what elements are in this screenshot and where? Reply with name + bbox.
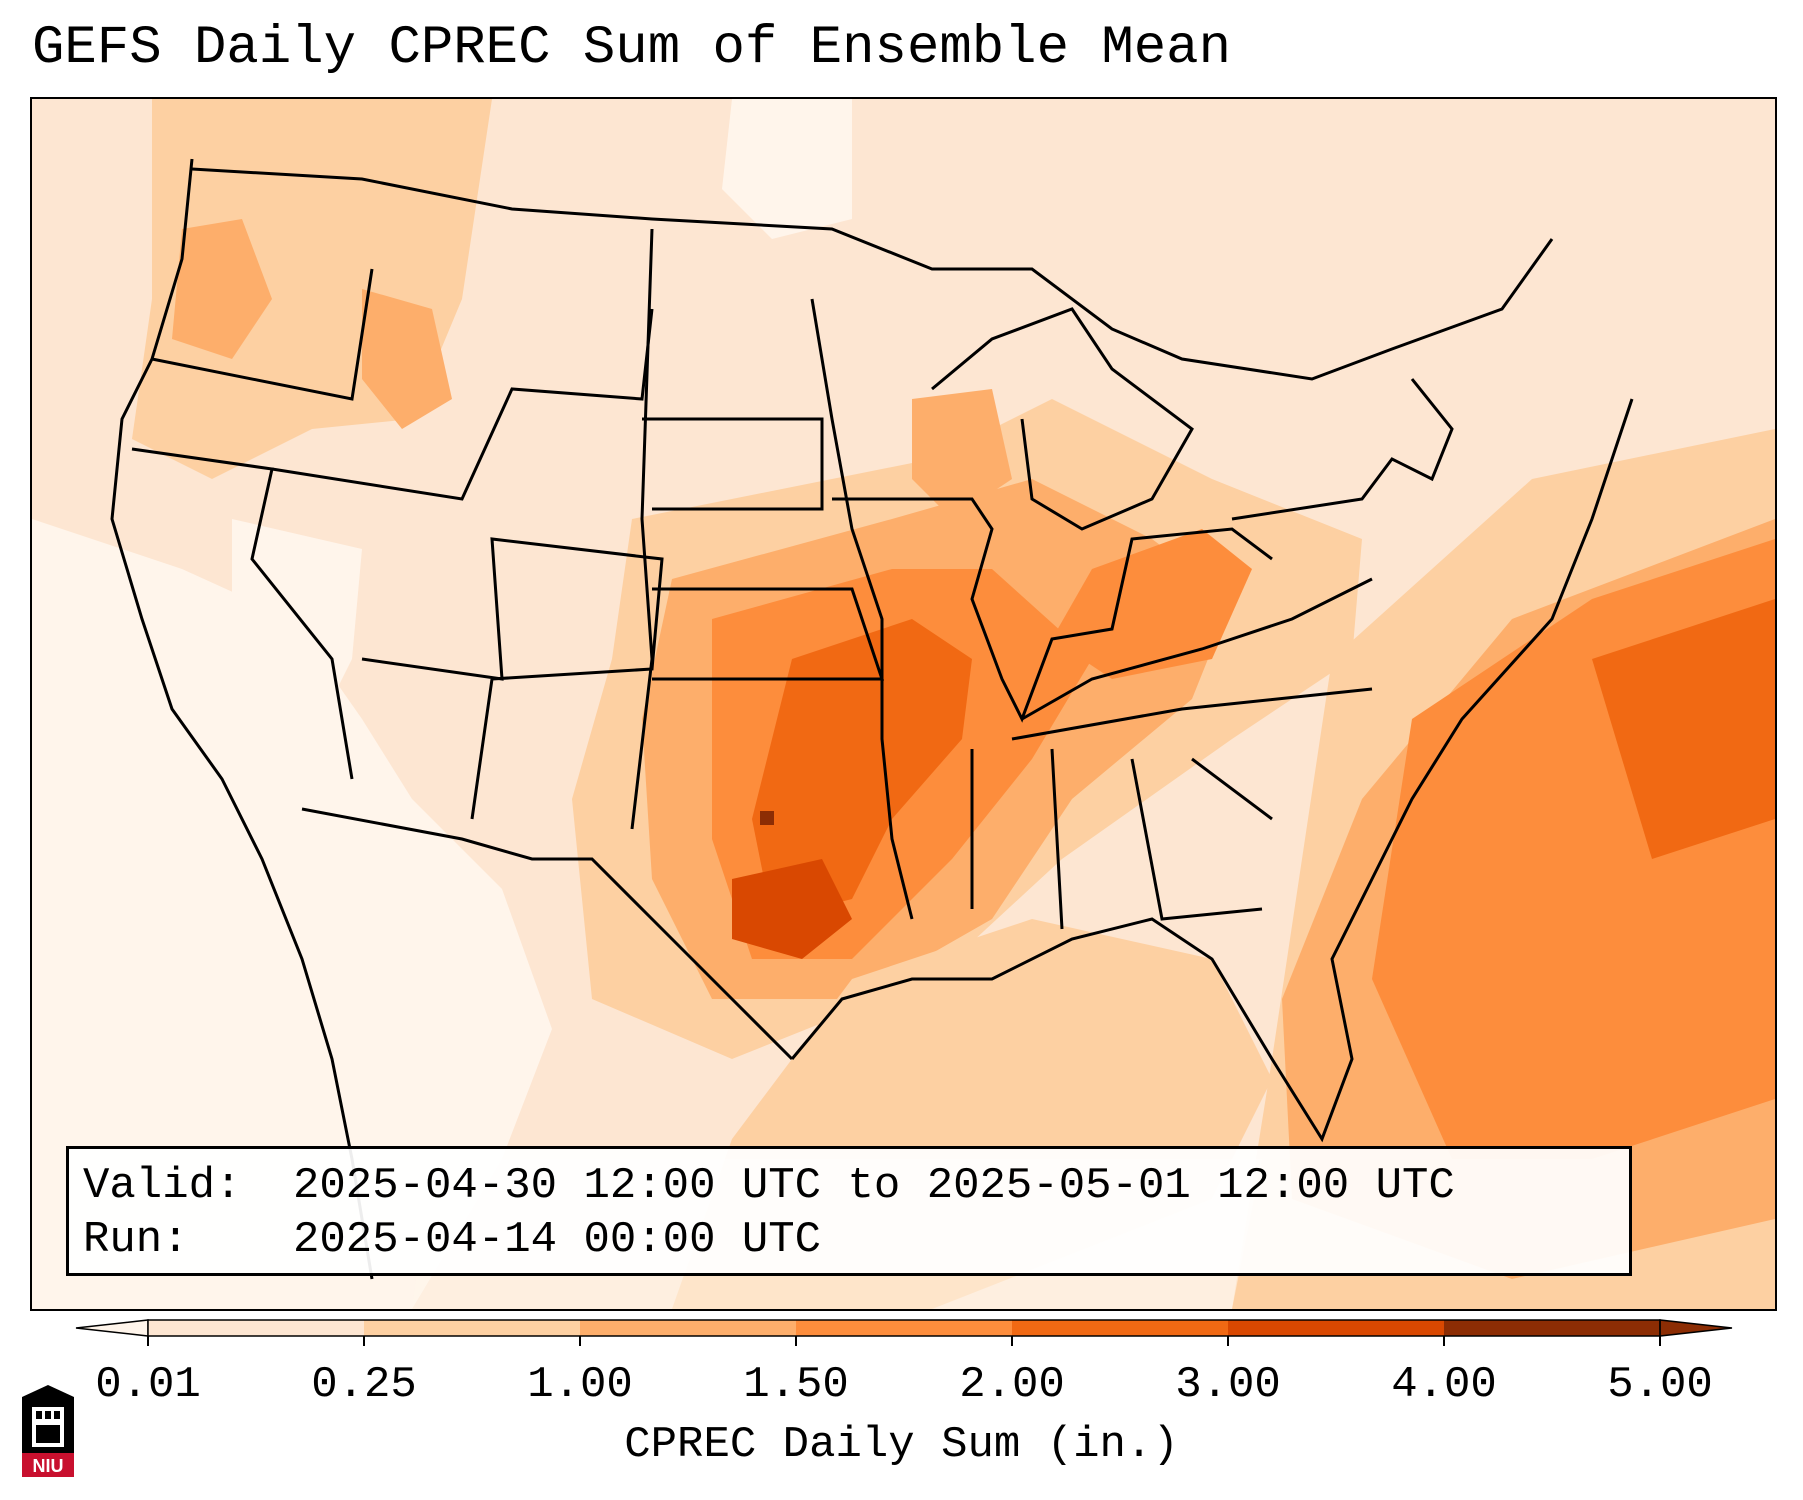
border-mountain-west [271, 308, 654, 501]
colorbar-extend-high [1659, 1319, 1733, 1337]
border-great-lakes [931, 307, 1194, 531]
border-mississippi [810, 298, 914, 920]
colorbar-tick-label: 5.00 [1607, 1360, 1713, 1410]
border-tn-nc [1011, 687, 1373, 741]
border-plains-ew [642, 417, 885, 681]
valid-value: 2025-04-30 12:00 UTC to 2025-05-01 12:00… [293, 1161, 1455, 1211]
border-four-corners [361, 537, 664, 820]
valid-label: Valid: [83, 1161, 242, 1211]
border-mexico [301, 807, 794, 1061]
border-canada [191, 167, 1554, 381]
shade-north-light [722, 99, 852, 239]
shade-max-cell [760, 811, 774, 825]
colorbar-tick-label: 4.00 [1391, 1360, 1497, 1410]
shade-ohio-high [1052, 529, 1252, 679]
colorbar-outline [147, 1319, 1661, 1337]
border-northeast [1231, 378, 1454, 521]
run-line: Run: 2025-04-14 00:00 UTC [83, 1213, 1629, 1267]
colorbar-tick-label: 0.25 [311, 1360, 417, 1410]
colorbar-tick-label: 1.00 [527, 1360, 633, 1410]
colorbar-tick-label: 3.00 [1175, 1360, 1281, 1410]
shade-wisconsin-mid [912, 389, 1012, 519]
valid-run-info-box: Valid: 2025-04-30 12:00 UTC to 2025-05-01… [66, 1146, 1632, 1276]
shade-southwest-light [32, 519, 552, 1309]
colorbar-segment [1444, 1320, 1661, 1336]
shade-atlantic-higher [1592, 599, 1775, 859]
colorbar-title: CPREC Daily Sum (in.) [624, 1420, 1179, 1470]
colorbar-ticks: 0.01 0.25 1.00 1.50 2.00 3.00 4.00 5.00 [95, 1336, 1713, 1410]
map-canvas [32, 99, 1775, 1309]
border-ohio-river [1021, 577, 1373, 721]
border-ne-pacific [151, 268, 374, 401]
precip-shading [32, 99, 1775, 1309]
chart-title: GEFS Daily CPREC Sum of Ensemble Mean [32, 18, 1231, 79]
border-plains-ns [630, 228, 654, 830]
svg-text:NIU: NIU [33, 1456, 64, 1476]
border-nv-ca [131, 447, 354, 780]
colorbar-tick-label: 1.50 [743, 1360, 849, 1410]
colorbar-extend-low [75, 1319, 149, 1337]
colorbar-segment [364, 1320, 581, 1336]
colorbar-segment [580, 1320, 797, 1336]
colorbar-segment [796, 1320, 1013, 1336]
shade-texas-peak [732, 859, 852, 959]
border-southeast [970, 748, 1273, 930]
niu-logo: NIU [22, 1385, 74, 1477]
colorbar-segments [75, 1319, 1733, 1337]
colorbar-tick-label: 0.01 [95, 1360, 201, 1410]
coastline-gulf [790, 398, 1634, 1143]
shade-pnw-mid [172, 219, 272, 359]
run-value: 2025-04-14 00:00 UTC [293, 1215, 822, 1265]
colorbar-tick-label: 2.00 [959, 1360, 1065, 1410]
shade-plains-higher [752, 619, 972, 919]
run-label: Run: [83, 1215, 189, 1265]
precipitation-map [30, 97, 1777, 1311]
shade-idaho-mid [362, 289, 452, 429]
state-borders [110, 158, 1634, 1280]
colorbar-segment [148, 1320, 365, 1336]
colorbar-segment [1228, 1320, 1445, 1336]
valid-line: Valid: 2025-04-30 12:00 UTC to 2025-05-01… [83, 1159, 1629, 1213]
colorbar-segment [1012, 1320, 1229, 1336]
